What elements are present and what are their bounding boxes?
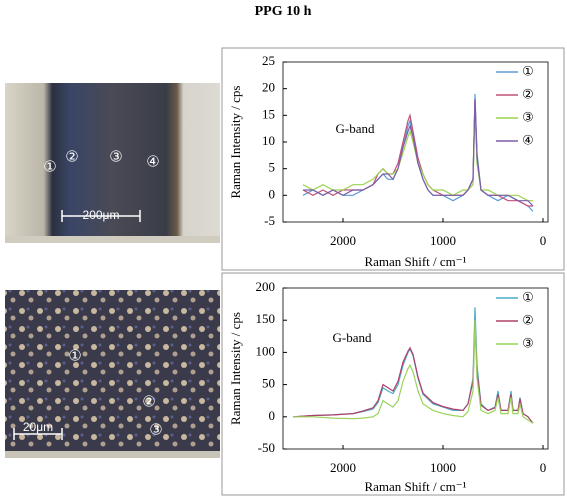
spot-label: ① [43,158,56,176]
scale-bar-label: 20μm [23,420,53,434]
micrograph-2: ① ② ③ 20μm [5,290,220,458]
y-tick-label: 15 [262,106,275,121]
panel-frame [221,47,565,271]
y-tick-label: 150 [256,311,276,326]
y-tick-label: 200 [256,279,276,294]
spot-label: ④ [146,153,159,171]
legend-label: ① [522,65,534,80]
legend-label: ② [522,314,534,329]
y-tick-label: 100 [256,343,276,358]
x-tick-label: 2000 [330,460,356,475]
legend-label: ① [522,291,534,306]
y-axis-label: Raman Intensity / cps [228,85,243,198]
series-line [292,307,534,424]
legend-label: ③ [522,337,534,352]
x-axis-label: Raman Shift / cm⁻¹ [364,254,466,269]
y-tick-label: 50 [262,376,275,391]
x-tick-label: 0 [540,233,547,248]
y-tick-label: -5 [264,213,275,228]
spot-label: ③ [149,421,162,439]
x-tick-label: 1000 [430,460,456,475]
micrograph-1: ① ② ③ ④ 200μm [5,83,220,243]
y-tick-label: 5 [269,160,276,175]
series-line [292,323,534,424]
panel-frame [221,272,565,496]
scale-bar-label: 200μm [83,208,120,222]
annotation: G-band [333,330,372,345]
y-axis-label: Raman Intensity / cps [228,312,243,425]
x-tick-label: 1000 [430,233,456,248]
series-line [302,93,534,212]
y-tick-label: 20 [262,80,275,95]
x-tick-label: 0 [540,460,547,475]
y-tick-label: 10 [262,133,275,148]
spot-label: ③ [109,148,122,166]
plot-frame [282,287,549,450]
x-axis-label: Raman Shift / cm⁻¹ [364,479,466,494]
x-tick-label: 2000 [330,233,356,248]
y-tick-label: 0 [269,186,276,201]
legend-label: ② [522,88,534,103]
y-tick-label: 25 [262,53,275,68]
series-line [293,320,534,424]
annotation: G-band [336,121,375,136]
spot-label: ① [68,347,81,365]
series-line [303,99,534,207]
spot-label: ② [65,148,78,166]
figure-title: PPG 10 h [255,4,312,19]
spot-label: ② [142,393,155,411]
legend-label: ③ [522,111,534,126]
y-tick-label: -50 [258,440,275,455]
legend-label: ④ [522,134,534,149]
y-tick-label: 0 [269,408,276,423]
